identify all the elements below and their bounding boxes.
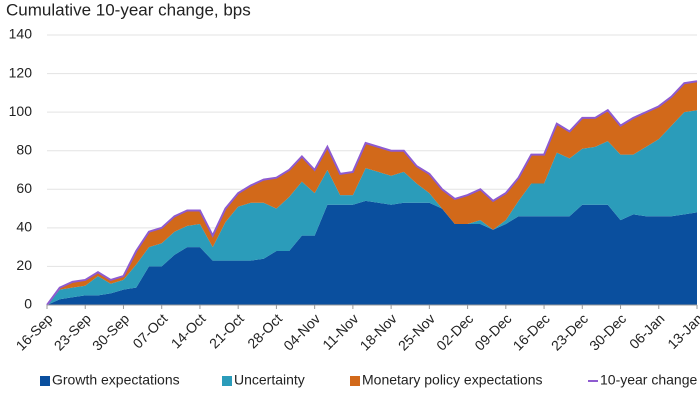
legend-swatch — [350, 376, 360, 386]
x-tick-label: 25-Nov — [395, 310, 438, 353]
y-tick-label: 80 — [16, 141, 32, 157]
x-tick-label: 23-Sep — [51, 310, 94, 353]
y-tick-label: 100 — [9, 103, 33, 119]
y-tick-label: 0 — [24, 296, 32, 312]
y-tick-label: 120 — [9, 64, 33, 80]
legend-label: Monetary policy expectations — [362, 372, 543, 388]
x-tick-label: 04-Nov — [280, 310, 323, 353]
x-tick-label: 06-Jan — [626, 310, 668, 352]
x-tick-label: 16-Sep — [12, 310, 55, 353]
y-tick-label: 40 — [16, 219, 32, 235]
x-tick-label: 16-Dec — [510, 310, 553, 353]
legend-swatch — [222, 376, 232, 386]
x-tick-label: 28-Oct — [244, 310, 285, 351]
x-tick-label: 07-Oct — [129, 310, 170, 351]
y-tick-label: 20 — [16, 257, 32, 273]
x-tick-label: 18-Nov — [357, 310, 400, 353]
line — [46, 80, 698, 306]
area — [47, 81, 697, 306]
legend-label: 10-year change — [600, 372, 698, 388]
area — [47, 110, 697, 305]
y-tick-label: 60 — [16, 180, 32, 196]
x-tick-label: 30-Sep — [89, 310, 132, 353]
x-tick-label: 11-Nov — [319, 310, 361, 352]
area — [47, 200, 697, 305]
x-tick-label: 09-Dec — [471, 310, 514, 353]
x-tick-label: 14-Oct — [168, 310, 209, 351]
x-tick-label: 13-Jan — [664, 310, 700, 352]
chart-title: Cumulative 10-year change, bps — [6, 0, 251, 19]
x-tick-label: 21-Oct — [206, 310, 247, 351]
legend-label: Uncertainty — [234, 372, 305, 388]
y-tick-label: 140 — [9, 26, 33, 42]
x-tick-label: 02-Dec — [433, 310, 476, 353]
x-tick-label: 23-Dec — [548, 310, 591, 353]
legend-label: Growth expectations — [52, 372, 180, 388]
x-tick-label: 30-Dec — [586, 310, 629, 353]
legend-swatch — [40, 376, 50, 386]
